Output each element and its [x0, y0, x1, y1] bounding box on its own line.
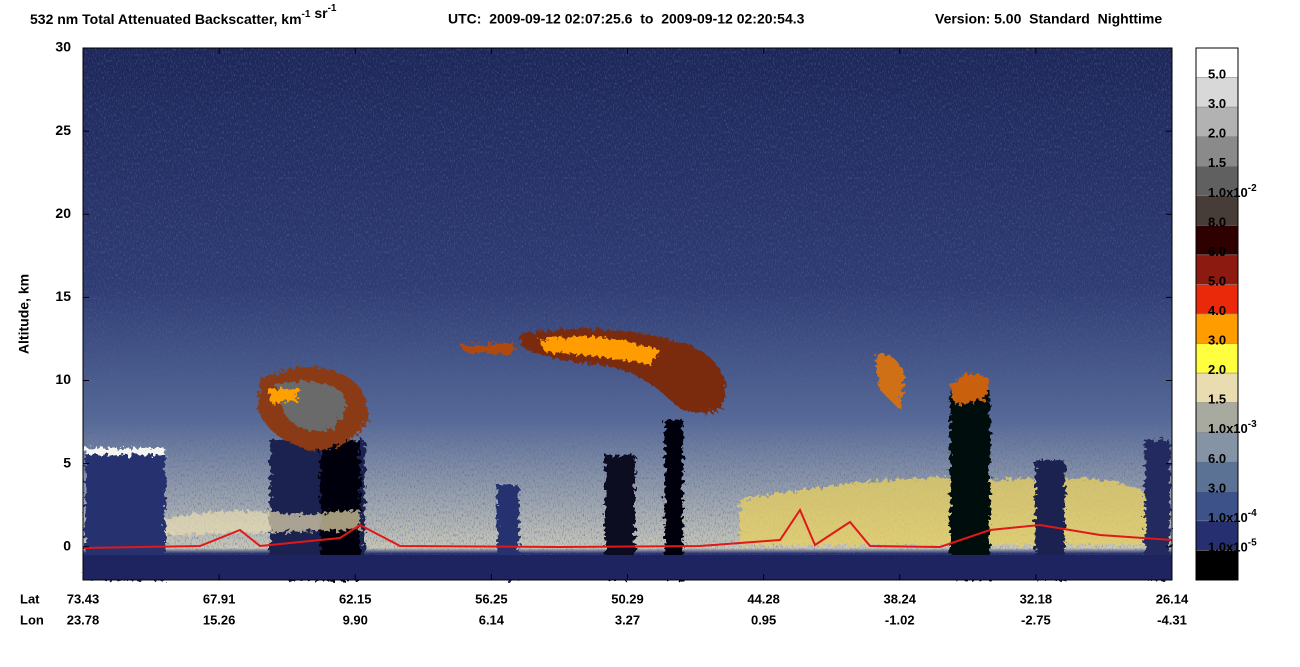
- colorbar-box: [1195, 461, 1239, 492]
- text: 8.0: [1208, 215, 1226, 230]
- colorbar-label: 1.0x10-5: [1208, 537, 1257, 555]
- y-tick-label: 25: [55, 122, 71, 138]
- text: 1.0x10: [1208, 510, 1248, 525]
- version: Version: 5.00 Standard Nighttime: [935, 11, 1162, 27]
- y-tick-label: 10: [55, 371, 71, 387]
- colorbar-label: 5.0: [1208, 67, 1226, 82]
- text: 5.0: [1208, 67, 1226, 82]
- colorbar-box: [1195, 136, 1239, 167]
- colorbar-label: 8.0: [1208, 215, 1226, 230]
- text: 4.0: [1208, 303, 1226, 318]
- colorbar-label: 4.0: [1208, 303, 1226, 318]
- y-tick-label: 30: [55, 39, 71, 55]
- text: 3.0: [1208, 333, 1226, 348]
- y-axis-label: Altitude, km: [16, 274, 32, 354]
- y-tick-label: 15: [55, 288, 71, 304]
- text: 532 nm Total Attenuated Backscatter, km: [30, 11, 302, 27]
- x-tick-label: 44.28: [747, 591, 780, 606]
- text: 1.5: [1208, 156, 1226, 171]
- colorbar-box: [1195, 520, 1239, 551]
- colorbar-box: [1195, 372, 1239, 403]
- text: 3.0: [1208, 97, 1226, 112]
- superscript: -4: [1248, 508, 1257, 519]
- colorbar-label: 6.0: [1208, 451, 1226, 466]
- text: 6.0: [1208, 244, 1226, 259]
- colorbar-label: 1.0x10-4: [1208, 508, 1257, 526]
- superscript: -1: [302, 9, 311, 20]
- colorbar-label: 6.0: [1208, 244, 1226, 259]
- x-tick-label: 15.26: [203, 612, 236, 627]
- colorbar-label: 3.0: [1208, 97, 1226, 112]
- superscript: -2: [1248, 182, 1257, 193]
- text: sr: [310, 5, 328, 21]
- colorbar-label: 1.5: [1208, 156, 1226, 171]
- colorbar-label: 1.0x10-2: [1208, 182, 1257, 200]
- text: 6.0: [1208, 451, 1226, 466]
- x-tick-label: 38.24: [883, 591, 916, 606]
- colorbar-label: 1.5: [1208, 392, 1226, 407]
- colorbar-frame: [1195, 47, 1239, 581]
- x-tick-label: 32.18: [1020, 591, 1053, 606]
- x-tick-label: 26.14: [1156, 591, 1189, 606]
- colorbar-box: [1195, 195, 1239, 226]
- text: 1.5: [1208, 392, 1226, 407]
- text: 2.0: [1208, 363, 1226, 378]
- text: 2.0: [1208, 126, 1226, 141]
- x-tick-label: 50.29: [611, 591, 644, 606]
- colorbar-label: 3.0: [1208, 481, 1226, 496]
- superscript: -1: [328, 3, 337, 14]
- colorbar-label: 2.0: [1208, 126, 1226, 141]
- colorbar-label: 2.0: [1208, 363, 1226, 378]
- x-row-name: Lat: [20, 591, 40, 606]
- curtain-image: [82, 47, 1173, 581]
- text: 5.0: [1208, 274, 1226, 289]
- x-tick-label: -4.31: [1157, 612, 1187, 627]
- x-tick-label: 73.43: [67, 591, 100, 606]
- colorbar-box: [1195, 254, 1239, 285]
- x-tick-label: -2.75: [1021, 612, 1051, 627]
- x-tick-label: 0.95: [751, 612, 776, 627]
- x-tick-label: -1.02: [885, 612, 915, 627]
- x-tick-label: 62.15: [339, 591, 372, 606]
- superscript: -5: [1248, 537, 1257, 548]
- colorbar-label: 1.0x10-3: [1208, 419, 1257, 437]
- y-tick-label: 20: [55, 205, 71, 221]
- y-tick-label: 0: [63, 537, 71, 553]
- time-range: UTC: 2009-09-12 02:07:25.6 to 2009-09-12…: [448, 11, 805, 27]
- x-row-name: Lon: [20, 612, 44, 627]
- x-tick-label: 9.90: [343, 612, 368, 627]
- x-tick-label: 67.91: [203, 591, 236, 606]
- text: 1.0x10: [1208, 422, 1248, 437]
- superscript: -3: [1248, 419, 1257, 430]
- text: 1.0x10: [1208, 540, 1248, 555]
- x-tick-label: 6.14: [479, 612, 505, 627]
- x-tick-label: 56.25: [475, 591, 508, 606]
- text: 1.0x10: [1208, 185, 1248, 200]
- colorbar-label: 5.0: [1208, 274, 1226, 289]
- colorbar-label: 3.0: [1208, 333, 1226, 348]
- x-tick-label: 23.78: [67, 612, 100, 627]
- y-tick-label: 5: [63, 454, 71, 470]
- x-tick-label: 3.27: [615, 612, 640, 627]
- colorbar-box: [1195, 165, 1239, 197]
- chart-title: 532 nm Total Attenuated Backscatter, km-…: [30, 3, 337, 27]
- colorbar-box: [1195, 313, 1239, 344]
- text: 3.0: [1208, 481, 1226, 496]
